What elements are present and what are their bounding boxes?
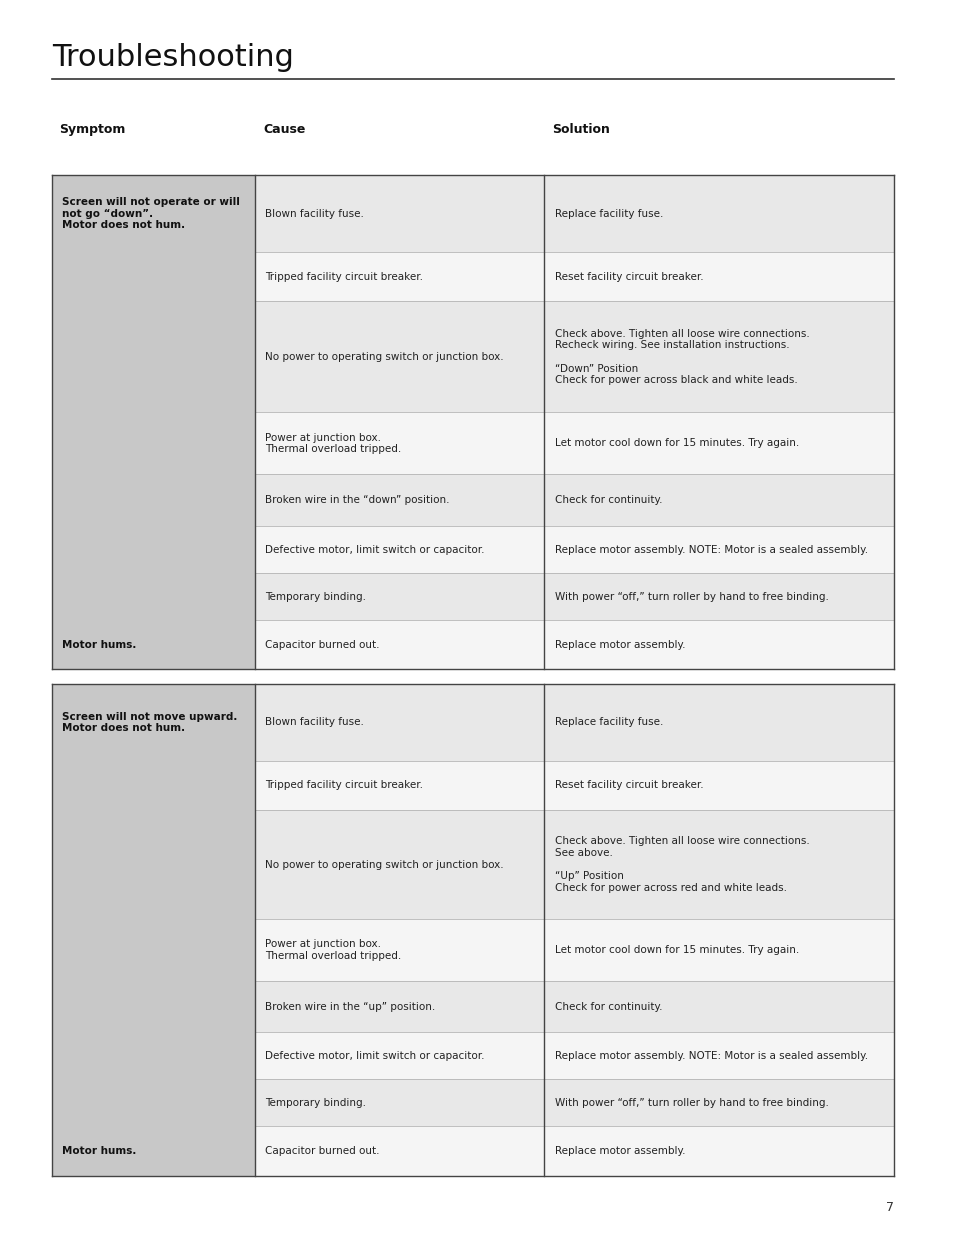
Text: Motor hums.: Motor hums. [61, 640, 135, 650]
Text: Defective motor, limit switch or capacitor.: Defective motor, limit switch or capacit… [265, 545, 484, 555]
Text: Let motor cool down for 15 minutes. Try again.: Let motor cool down for 15 minutes. Try … [555, 945, 799, 955]
Bar [543, 526, 893, 573]
Bar [255, 175, 543, 252]
Bar [543, 684, 893, 761]
Bar [255, 919, 543, 981]
Bar [255, 620, 543, 669]
Text: Replace motor assembly.: Replace motor assembly. [555, 640, 685, 650]
Bar [52, 684, 255, 1176]
Text: Blown facility fuse.: Blown facility fuse. [265, 209, 363, 219]
Text: Reset facility circuit breaker.: Reset facility circuit breaker. [555, 272, 703, 282]
Text: Solution: Solution [551, 124, 609, 136]
Bar [255, 1126, 543, 1176]
Text: Capacitor burned out.: Capacitor burned out. [265, 1146, 379, 1156]
Bar [543, 301, 893, 412]
Bar [543, 620, 893, 669]
Bar [255, 573, 543, 620]
Bar [255, 1032, 543, 1079]
Text: Power at junction box.
Thermal overload tripped.: Power at junction box. Thermal overload … [265, 939, 401, 961]
Bar [255, 252, 543, 301]
Text: Screen will not move upward.
Motor does not hum.: Screen will not move upward. Motor does … [61, 711, 236, 734]
Bar [543, 981, 893, 1032]
Text: With power “off,” turn roller by hand to free binding.: With power “off,” turn roller by hand to… [555, 592, 828, 601]
Text: Replace motor assembly.: Replace motor assembly. [555, 1146, 685, 1156]
Text: Check for continuity.: Check for continuity. [555, 1002, 662, 1011]
Bar [255, 981, 543, 1032]
Text: Replace facility fuse.: Replace facility fuse. [555, 718, 663, 727]
Bar [52, 175, 255, 669]
Text: Check above. Tighten all loose wire connections.
See above.

“Up” Position
Check: Check above. Tighten all loose wire conn… [555, 836, 809, 893]
Text: Let motor cool down for 15 minutes. Try again.: Let motor cool down for 15 minutes. Try … [555, 438, 799, 448]
Text: No power to operating switch or junction box.: No power to operating switch or junction… [265, 860, 503, 869]
Bar [543, 175, 893, 252]
Text: Capacitor burned out.: Capacitor burned out. [265, 640, 379, 650]
Bar [255, 301, 543, 412]
Text: Tripped facility circuit breaker.: Tripped facility circuit breaker. [265, 272, 422, 282]
Text: Replace motor assembly. NOTE: Motor is a sealed assembly.: Replace motor assembly. NOTE: Motor is a… [555, 545, 867, 555]
Text: Screen will not operate or will
not go “down”.
Motor does not hum.: Screen will not operate or will not go “… [61, 198, 239, 230]
Text: Blown facility fuse.: Blown facility fuse. [265, 718, 363, 727]
Bar [543, 919, 893, 981]
Bar [543, 810, 893, 919]
Bar [255, 684, 543, 761]
Text: Reset facility circuit breaker.: Reset facility circuit breaker. [555, 781, 703, 790]
Text: 7: 7 [885, 1202, 893, 1214]
Text: With power “off,” turn roller by hand to free binding.: With power “off,” turn roller by hand to… [555, 1098, 828, 1108]
Text: Tripped facility circuit breaker.: Tripped facility circuit breaker. [265, 781, 422, 790]
Text: Power at junction box.
Thermal overload tripped.: Power at junction box. Thermal overload … [265, 432, 401, 454]
Text: Troubleshooting: Troubleshooting [52, 43, 294, 72]
Bar [543, 252, 893, 301]
Bar [255, 526, 543, 573]
Bar [543, 412, 893, 474]
Text: Temporary binding.: Temporary binding. [265, 592, 366, 601]
Bar [255, 1079, 543, 1126]
Text: Cause: Cause [263, 124, 305, 136]
Bar [543, 573, 893, 620]
Bar [255, 474, 543, 526]
Text: Defective motor, limit switch or capacitor.: Defective motor, limit switch or capacit… [265, 1051, 484, 1061]
Text: Broken wire in the “down” position.: Broken wire in the “down” position. [265, 495, 449, 505]
Text: Replace facility fuse.: Replace facility fuse. [555, 209, 663, 219]
Text: Temporary binding.: Temporary binding. [265, 1098, 366, 1108]
Bar [543, 761, 893, 810]
Bar [543, 474, 893, 526]
Bar [543, 1032, 893, 1079]
Text: Motor hums.: Motor hums. [61, 1146, 135, 1156]
Text: Check above. Tighten all loose wire connections.
Recheck wiring. See installatio: Check above. Tighten all loose wire conn… [555, 329, 809, 385]
Bar [543, 1079, 893, 1126]
Text: Check for continuity.: Check for continuity. [555, 495, 662, 505]
Bar [255, 412, 543, 474]
Text: Symptom: Symptom [59, 124, 126, 136]
Bar [543, 1126, 893, 1176]
Text: Broken wire in the “up” position.: Broken wire in the “up” position. [265, 1002, 435, 1011]
Bar [255, 810, 543, 919]
Bar [255, 761, 543, 810]
Text: Replace motor assembly. NOTE: Motor is a sealed assembly.: Replace motor assembly. NOTE: Motor is a… [555, 1051, 867, 1061]
Text: No power to operating switch or junction box.: No power to operating switch or junction… [265, 352, 503, 362]
